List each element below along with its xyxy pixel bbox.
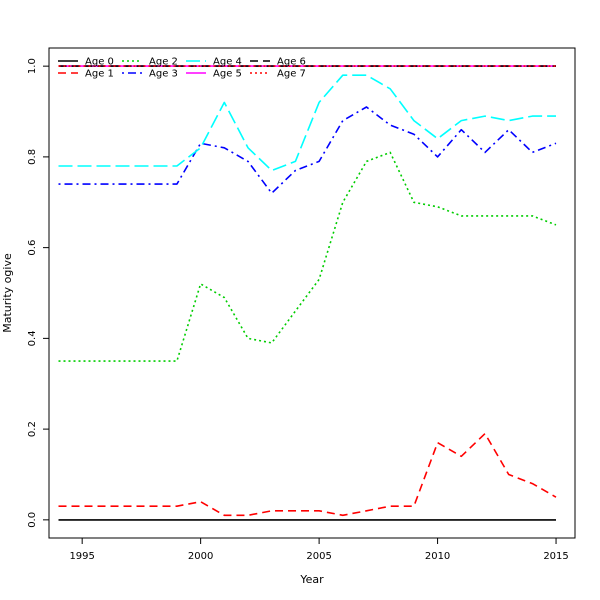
- x-axis: 1995 2000 2005 2010 2015: [69, 538, 569, 562]
- legend-label: Age 3: [149, 69, 178, 80]
- x-tick-label: 2000: [188, 551, 213, 562]
- series-line-age-3: [58, 106, 557, 194]
- y-axis-label: Maturity ogive: [1, 253, 14, 333]
- y-tick-label: 0.4: [27, 330, 38, 346]
- y-tick-label: 0.8: [27, 149, 38, 165]
- y-tick-label: 0.2: [27, 421, 38, 437]
- legend-label: Age 2: [149, 57, 178, 68]
- x-tick-label: 1995: [69, 551, 94, 562]
- series-layer: [58, 65, 557, 521]
- y-tick-label: 0.6: [27, 240, 38, 256]
- legend-label: Age 0: [85, 57, 114, 68]
- legend-label: Age 4: [213, 57, 242, 68]
- y-tick-label: 1.0: [27, 58, 38, 74]
- plot-frame: [48, 47, 576, 539]
- legend-label: Age 6: [277, 57, 306, 68]
- legend-label: Age 1: [85, 69, 114, 80]
- y-axis: 0.0 0.2 0.4 0.6 0.8 1.0: [27, 58, 49, 528]
- series-line-age-1: [58, 432, 557, 517]
- x-tick-label: 2005: [306, 551, 331, 562]
- y-tick-label: 0.0: [27, 512, 38, 528]
- x-axis-label: Year: [299, 573, 324, 586]
- series-line-age-4: [58, 74, 556, 172]
- legend-label: Age 7: [277, 69, 306, 80]
- x-tick-label: 2010: [425, 551, 450, 562]
- legend-label: Age 5: [213, 69, 242, 80]
- x-tick-label: 2015: [543, 551, 568, 562]
- series-line-age-2: [58, 151, 557, 362]
